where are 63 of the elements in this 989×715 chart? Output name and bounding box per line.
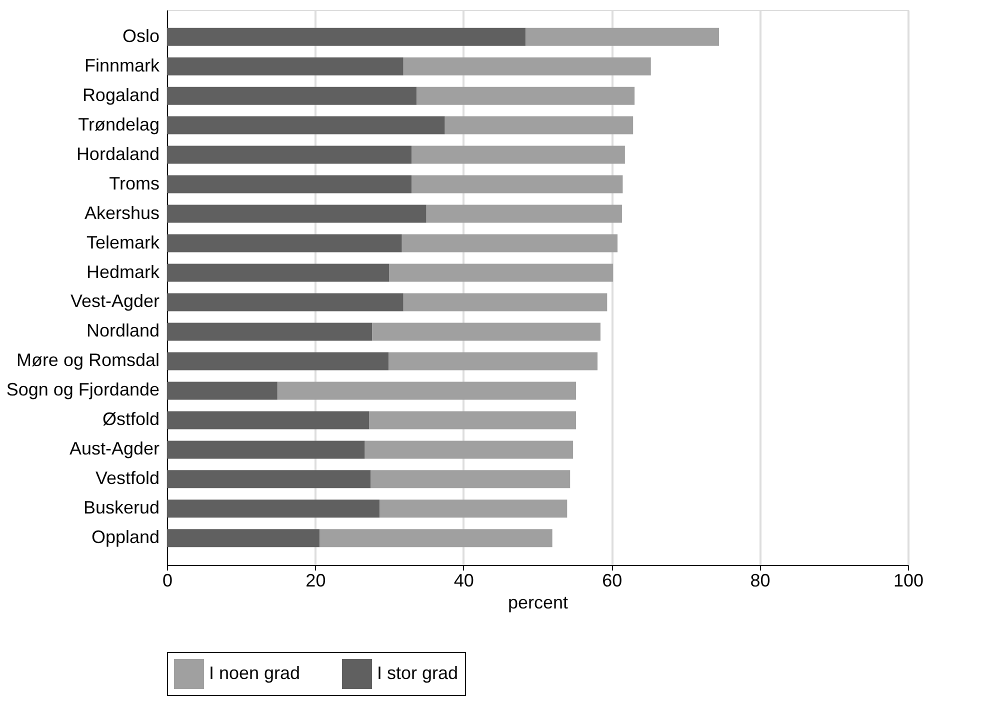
bar [167, 529, 320, 548]
bar [380, 500, 568, 518]
bar [167, 352, 389, 370]
x-tick-label: 60 [602, 570, 622, 590]
y-tick-label: Aust-Agder [69, 438, 160, 459]
bar [402, 234, 618, 252]
x-tick-label: 80 [750, 570, 770, 590]
bar [167, 293, 404, 312]
bar [167, 86, 417, 105]
y-tick-label: Hedmark [86, 262, 160, 282]
y-tick-label: Hordaland [76, 144, 160, 164]
x-tick-label: 20 [306, 570, 326, 590]
bar [412, 175, 623, 194]
bar [167, 57, 404, 76]
bar [167, 440, 365, 459]
y-tick-label: Oppland [91, 527, 160, 548]
legend-label: I noen grad [209, 663, 300, 683]
bar [403, 57, 651, 76]
bar [167, 264, 390, 282]
y-tick-label: Sogn og Fjordande [6, 380, 160, 400]
y-tick-label: Vestfold [95, 468, 160, 488]
y-tick-label: Østfold [102, 409, 160, 430]
y-tick-label: Troms [109, 173, 160, 194]
y-tick-label: Vest-Agder [70, 291, 160, 312]
bar [167, 500, 380, 518]
y-tick-label: Rogaland [82, 84, 160, 105]
bar [370, 470, 570, 488]
bar [388, 352, 598, 370]
bar [167, 411, 370, 430]
bar [426, 204, 622, 223]
bar [364, 440, 574, 459]
bar [167, 175, 412, 194]
bar [167, 234, 402, 252]
x-tick-label: 100 [893, 570, 924, 590]
x-axis-title: percent [508, 592, 568, 612]
legend-label: I stor grad [377, 663, 458, 683]
y-tick-label: Trøndelag [78, 114, 160, 134]
x-tick-label: 40 [454, 570, 474, 590]
bar [167, 382, 278, 400]
bar [167, 116, 445, 134]
x-tick-label: 0 [162, 570, 173, 590]
bar [444, 116, 634, 134]
bar [372, 322, 600, 341]
bar [277, 382, 576, 400]
y-tick-label: Telemark [86, 232, 160, 252]
bar [416, 86, 635, 105]
bar [389, 264, 614, 282]
bar [167, 470, 371, 488]
bar [167, 28, 526, 46]
bar [167, 322, 372, 341]
bar [412, 146, 625, 164]
y-tick-label: Møre og Romsdal [16, 350, 160, 370]
bar [320, 529, 552, 548]
y-tick-label: Nordland [86, 320, 160, 341]
y-tick-label: Finnmark [84, 55, 160, 76]
bar [403, 293, 608, 312]
y-tick-label: Akershus [84, 202, 160, 223]
y-tick-label: Oslo [122, 26, 160, 46]
bar [167, 204, 426, 223]
bar [526, 28, 720, 46]
bar [369, 411, 576, 430]
bar [167, 146, 412, 164]
y-tick-label: Buskerud [83, 498, 160, 518]
